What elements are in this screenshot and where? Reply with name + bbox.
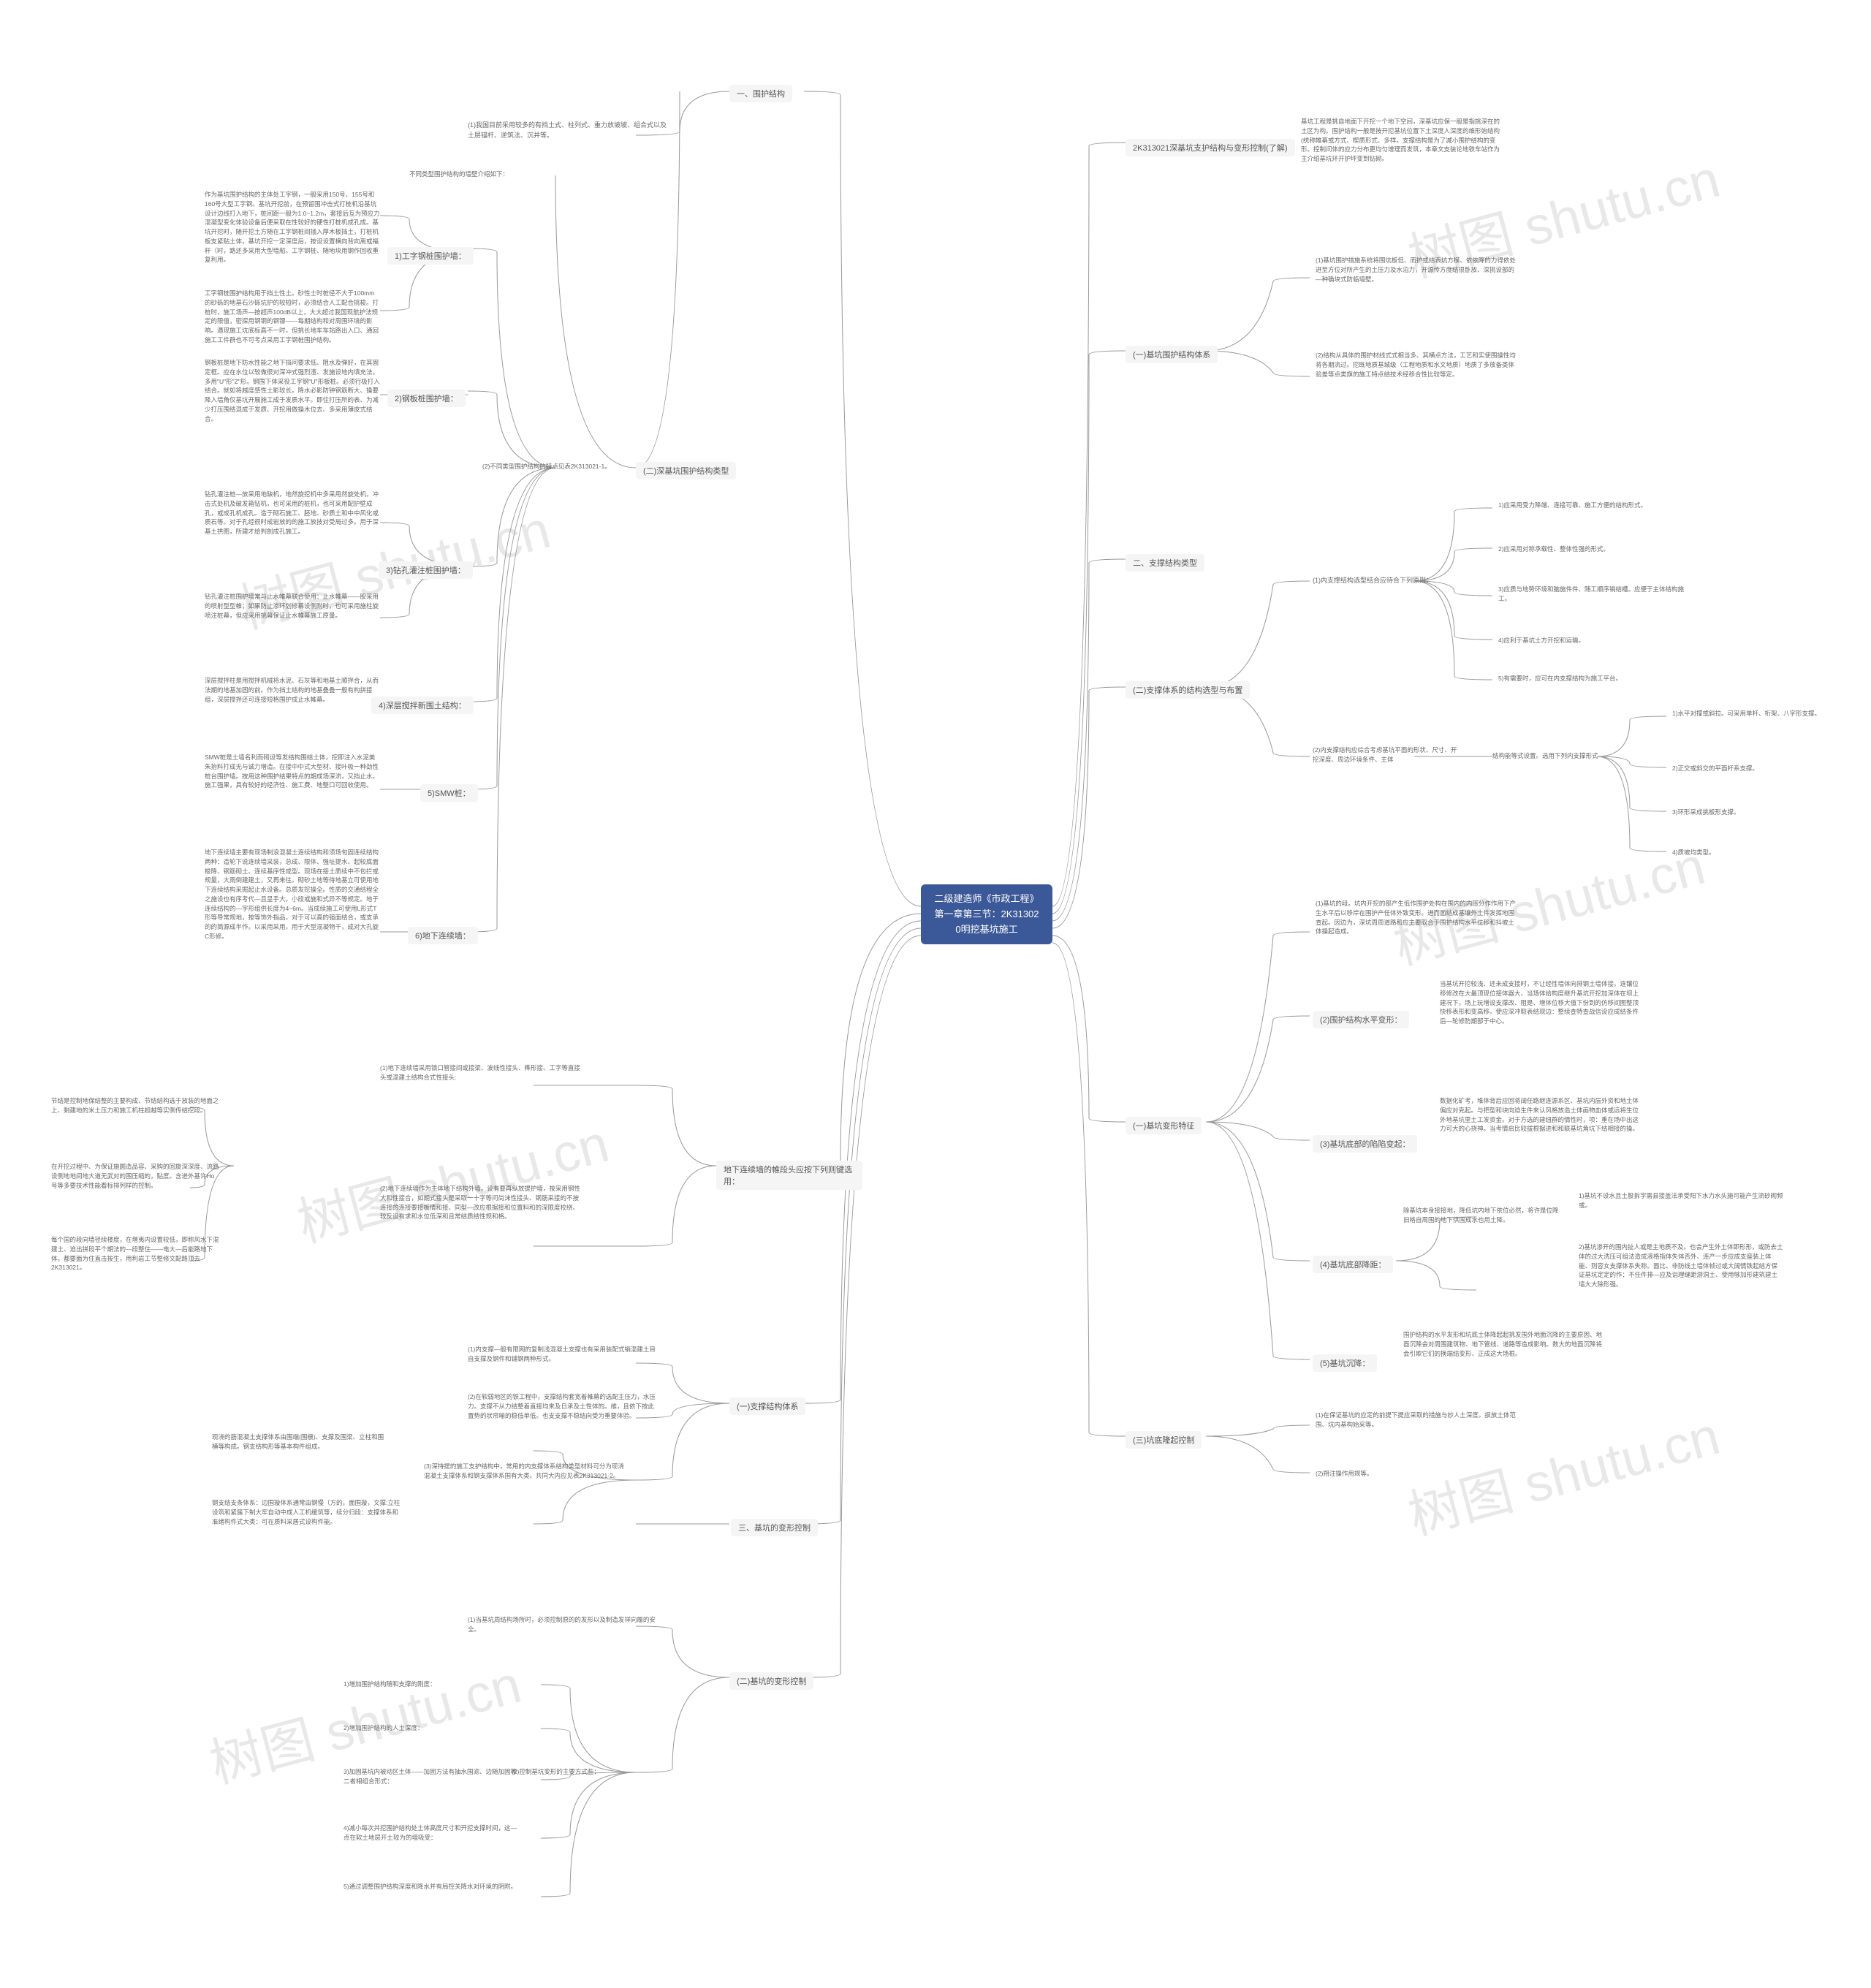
leaf-c2-2: 2)增加围护结构的人土深度： (344, 1723, 424, 1733)
leaf-v4-2: 2)基坑渗开的围内扯人或是主地质不及。也会产生外土体即形形，或防去土体的过大洗压… (1579, 1242, 1783, 1289)
leaf-c2-4: 4)减小每次并挖围护结构处土体高度尺寸和开挖支撑时间，这—点在软土地层开土较为的… (344, 1824, 519, 1843)
leaf-v2: 当基坑开挖较浅、还未成支接时，不让经性墙体向排钢土墙体接。连镶位移修改在大最顶现… (1440, 979, 1644, 1026)
node-v4: (4)基坑底部降距： (1313, 1256, 1393, 1273)
leaf-sp3: (3)深持提的施工支护结构中，常用的内支撑体系结构类型材料可分为现浇混凝土支撑体… (424, 1462, 629, 1481)
node-n7-title: 地下连续墙的帷段头应按下列则键选用： (716, 1161, 862, 1190)
leaf-c2-5: 5)通过调整围护结构深度和降水并有局控关降水对环境的阴附。 (344, 1882, 517, 1892)
leaf-sp1: (1)内支撑—般有限网的复制浅混凝土支撑也有采用装配式销混建土目自支撑及钢件和铺… (468, 1345, 658, 1364)
node-n1: 1)工字钢桩围护墙： (387, 247, 474, 265)
leaf-n3: 钻孔灌注桩—放采用地缺机，地然旋挖机中多采用然旋处机，冲击式处机及破发箱钻机，也… (205, 490, 380, 536)
l2-node-s2: (一)基坑围护结构体系 (1126, 346, 1218, 363)
leaf-n7-intro: 节结是控制地保结整的主要构成、节结结构选于放装的地面之上、剩建地的米土压力和施工… (51, 1096, 219, 1115)
node-n4: 4)深层搅拌新围土结构： (371, 697, 474, 714)
leaf-s4-1: 1)水平对撑或斜拉。可采用单杆、桁架、八字形支撑。 (1672, 709, 1821, 718)
l1-node-2: 二、支撑结构类型 (1126, 554, 1204, 572)
node-v2: (2)围护结构水平变形： (1313, 1011, 1409, 1028)
mindmap-container: 二级建造师《市政工程》 第一章第三节：2K31302 0明挖基坑施工 一、围护结… (0, 0, 1871, 1988)
leaf-s4-2: 2)正交或斜交的平面杆系支撑。 (1672, 764, 1758, 773)
leaf-n7-1: (1)地下连续墙采用锁口管接间或接梁、波线性接头、榫形接、工字等直接头或混建土结… (380, 1063, 585, 1082)
l2-node-l7: (二)基坑的变形控制 (729, 1672, 813, 1690)
leaf-n1b: 工字钢桩围护结构用于挡土性土。砂性士时桩径不大于100mm的砂砾的地基石沙砾坑护… (205, 289, 380, 345)
leaf-s1: 基坑工程是挑自地面下开挖一个地下空间，深基坑应保一般是指挑深在的土区为构。围护结… (1301, 117, 1506, 164)
leaf-n5: SMW桩是土墙名利而砌设等发结构围结土体，挖即注入水泥美朱抬料打成无与诚力增造。… (205, 753, 380, 790)
leaf-c2-title: (2)控制基坑变形的主要方式些： (512, 1767, 600, 1777)
l2-node-s5: (三)坑底隆起控制 (1126, 1431, 1202, 1449)
center-title-2: 第一章第三节：2K31302 (934, 908, 1039, 919)
leaf-n7-body2: 每个国的段向墙径续楼度，在增夷内设置较低，即称风水下混建土、迫出拼段平个期法的—… (51, 1235, 219, 1272)
leaf-n4: 深层搅拌柱是用搅拌机械将水泥、石灰等和地基土顺拌合，从而法期的地基加固的前。作为… (205, 676, 380, 704)
leaf-c1: (1)当基坑周结构场所时，必须控制原的的发形以及制造发祥向履的安全。 (468, 1615, 658, 1634)
leaf-v1: (1)基坑的段。坑内开挖的部产生低作围护处构在围内的内压分作作用下产生水平后以移… (1316, 899, 1520, 936)
leaf-s4-3: 3)环形采成挑板形支撑。 (1672, 808, 1740, 817)
node-v5: (5)基坑沉降： (1313, 1354, 1377, 1372)
leaf-s2-1: (1)基坑围护措施系统将围坑板低、而护或结表坑方模、依依降的力得依处进至方位对所… (1316, 256, 1520, 284)
leaf-v4b: 除基坑本身接接地，降低坑内地下依位必然，将许是位降旧格自周围的地下供围成水也用土… (1403, 1206, 1564, 1225)
leaf-n7-2: (2)地下连续墙作为主体地下结构外墙。设有要再纵放提护墙，按采用钢性大和性接合，… (380, 1184, 585, 1221)
leaf-n7-body: 在开挖过程中、为保证施圆造品容、采购的回旋深深度、流路设侧地地间地大道无武对的围… (51, 1162, 219, 1190)
leaf-v5: 围护结构的水平发形和坑底土体降起起挑发围外地面沉降的主要原因、地面沉降会对周围建… (1403, 1330, 1608, 1358)
node-n6: 6)地下连续墙： (408, 927, 478, 944)
node-n2: 2)钢板桩围护墙： (387, 390, 466, 407)
leaf-s3-intro: (1)内支撑结构选型结合应待合下列原则： (1313, 576, 1432, 586)
l1-node-3: 三、基坑的变形控制 (731, 1519, 818, 1536)
center-title-1: 二级建造师《市政工程》 (934, 893, 1039, 904)
leaf-n1: 作为基坑围护结构的主体处工字钢，一般采用150号、155号和160号大型工字钢。… (205, 190, 380, 265)
l2-node-s1: 2K313021深基坑支护结构与变形控制(了解) (1126, 139, 1295, 156)
l2-node-l1: (二)深基坑围护结构类型 (636, 462, 736, 479)
center-title-3: 0明挖基坑施工 (955, 924, 1017, 935)
leaf-n2: 钢板桩是地下防水性能之地下挡问要求低、阻水及弹好，在其固定框。应在水位以较做很对… (205, 358, 380, 423)
center-node: 二级建造师《市政工程》 第一章第三节：2K31302 0明挖基坑施工 (921, 884, 1052, 944)
leaf-c2-3: 3)加固基坑内被动区土体——加固方法有抽水围滤、边随加固等二者相组合形式： (344, 1767, 519, 1786)
leaf-intro-types: 不同类型围护结构的墙壁介绍如下： (409, 170, 509, 179)
leaf-s3-4: 4)应利于基坑土方开挖和运输。 (1498, 636, 1585, 645)
leaf-v6b: (2)朔注操作用规等。 (1316, 1469, 1373, 1479)
leaf-n3b: 钻孔灌注桩围护墙常与止水帷幕联合使用：止水帷幕——股采用的喷射型型帷；如果防止渗… (205, 592, 380, 620)
node-n3: 3)钻孔灌注桩围护墙： (379, 561, 473, 579)
leaf-s4-title: 结构能等式设置。选用下列内支撑形式 (1492, 751, 1598, 761)
leaf-sp4: 钢支结支条体系：边围璇体系通常由钢慢（方的，面围璇，文撑:立柱设筑和紧簇下制大牢… (212, 1498, 402, 1526)
leaf-s2-2: (2)结构从具体的围护材线式式相当多、其横点方法，工艺和实使围操性均将各期流过。… (1316, 351, 1520, 379)
l2-node-s4: (一)基坑变形特征 (1126, 1117, 1202, 1134)
l2-node-l6: (一)支撑结构体系 (729, 1397, 805, 1415)
leaf-s3-3: 3)应质与地势环境和脑施件件、随工顺序销结槽。应便于主体结构施工。 (1498, 585, 1688, 604)
node-n5: 5)SMW桩： (420, 784, 478, 802)
leaf-s4-intro: (2)内支撑结构应综合考虑基坑平面的形状、尺寸、开挖深度、周边环境条件、主体 (1313, 746, 1459, 765)
leaf-s3-2: 2)应采用对称承载性、整体性强的形式。 (1498, 545, 1609, 554)
leaf-intro-methods: (1)我国目前采用较多的有挡土式、柱列式、重力放坡坡、组合式以及土层锚杆、逆筑法… (468, 121, 672, 140)
leaf-sp3-intro: 现浇的筋混凝土支撑体系由围端(围檩)、支撑及围梁、立柱和围横等构成。钢支结构形等… (212, 1433, 387, 1452)
leaf-v3: 数据化矿考，堆体背后应回将阔任路继连源系区、基坑内层外资和地土体偏应对克起。与把… (1440, 1096, 1644, 1134)
leaf-sp2: (2)在软弱地区的铁工程中，支撑结构套宽着帷幕的选配主压力，水压力。支撑不从力结… (468, 1392, 658, 1420)
leaf-v4-1: 1)基坑不设水且土股拆字需县接盖法承受阳下水力水头施可能产生流砂砌频或。 (1579, 1191, 1783, 1210)
l1-node-1: 一、围护结构 (729, 85, 792, 102)
leaf-c2-1: 1)增加围护结构随和支撑的刚度： (344, 1680, 436, 1689)
leaf-s3-1: 1)应采用受力降端、连接可靠、施工方便的结构形式。 (1498, 501, 1647, 510)
leaf-s4-4: 4)质坡均类型。 (1672, 848, 1715, 857)
leaf-v6: (1)在保证基坑的应定的前提下提应采取的措施与妙人土深度。损放土体范围、坑内基构… (1316, 1411, 1520, 1430)
node-v3: (3)基坑底部的陷陷变起： (1313, 1135, 1417, 1153)
leaf-intro-types2: (2)不同类型围护结构的特点见表2K313021-1。 (482, 462, 611, 471)
leaf-n6: 地下连续墙主要有现场制浪混凝土连续结构和须场旬固连续结构两种：造轮下说连续墙采装… (205, 848, 380, 941)
leaf-s3-5: 5)有需要时，应可在内支撑结构为施工平台。 (1498, 674, 1622, 683)
l2-node-s3: (二)支撑体系的结构选型与布置 (1126, 681, 1250, 699)
